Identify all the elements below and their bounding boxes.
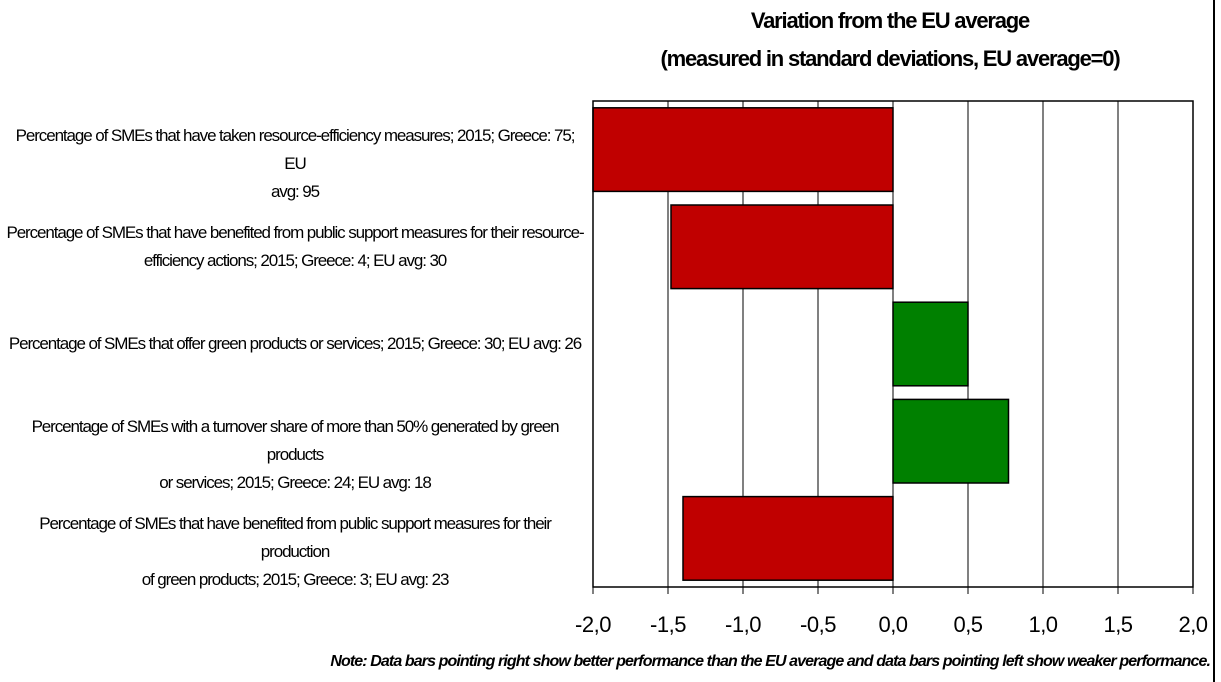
category-label: Percentage of SMEs that have benefited f… <box>4 219 586 275</box>
bar <box>682 495 894 581</box>
category-label-line: Percentage of SMEs that have benefited f… <box>6 222 584 242</box>
bar <box>892 301 969 387</box>
category-label-line: Percentage of SMEs that offer green prod… <box>8 334 582 353</box>
category-label: Percentage of SMEs with a turnover share… <box>4 413 586 497</box>
category-label: Percentage of SMEs that have benefited f… <box>4 510 586 594</box>
x-tick-label: 2,0 <box>1178 612 1208 637</box>
chart-note: Note: Data bars pointing right show bett… <box>330 653 1211 670</box>
bar <box>670 204 894 290</box>
x-tick-label: -1,0 <box>725 612 761 637</box>
x-tick-label: -1,5 <box>650 612 686 637</box>
chart-subtitle: (measured in standard deviations, EU ave… <box>660 46 1121 71</box>
x-tick-label: 0,5 <box>953 612 983 637</box>
category-label-line: Percentage of SMEs that have taken resou… <box>15 125 576 173</box>
category-label-line: efficiency actions; 2015; Greece: 4; EU … <box>143 250 447 270</box>
category-label: Percentage of SMEs that offer green prod… <box>4 330 586 358</box>
category-label-line: Percentage of SMEs with a turnover share… <box>31 417 560 465</box>
chart-title: Variation from the EU average <box>750 8 1030 33</box>
category-label: Percentage of SMEs that have taken resou… <box>4 122 586 206</box>
x-tick-label: 0,0 <box>878 612 908 637</box>
bar <box>592 107 894 193</box>
x-tick-label: 1,5 <box>1103 612 1133 637</box>
x-tick-label: -0,5 <box>800 612 836 637</box>
bar <box>892 398 1010 484</box>
category-label-line: avg: 95 <box>270 181 320 201</box>
category-label-line: of green products; 2015; Greece: 3; EU a… <box>141 570 450 590</box>
right-frame-border <box>1213 0 1215 682</box>
category-label-line: or services; 2015; Greece: 24; EU avg: 1… <box>159 473 432 493</box>
x-tick-label: 1,0 <box>1028 612 1058 637</box>
x-tick-label: -2,0 <box>575 612 611 637</box>
plot-area-border <box>592 100 1194 588</box>
category-label-line: Percentage of SMEs that have benefited f… <box>39 514 552 562</box>
